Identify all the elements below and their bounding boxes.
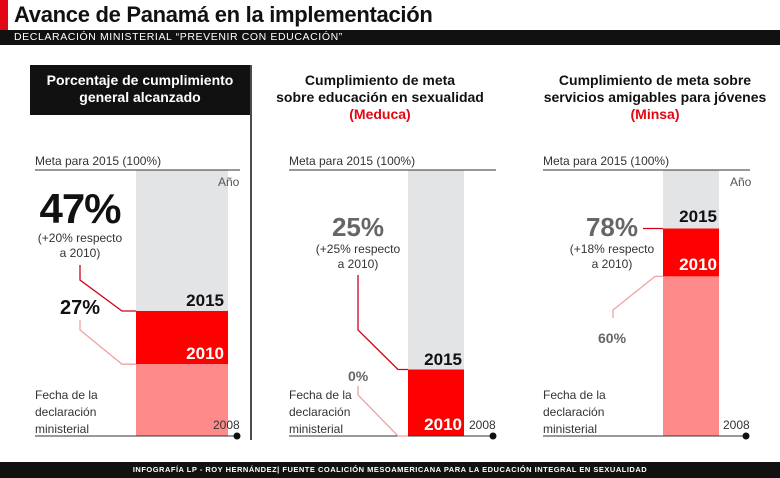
- panel-3-leader-2010: [612, 275, 663, 318]
- panel-1-year-2010: 2010: [186, 344, 224, 363]
- panel-2-axis-end-dot: [489, 432, 497, 440]
- panel-2-year-2010: 2010: [424, 415, 462, 434]
- panel-2-title: Cumplimiento de meta sobre educación en …: [270, 72, 490, 123]
- panel-1-change-line: (+20% respecto: [37, 231, 123, 245]
- page-subtitle: DECLARACIÓN MINISTERIAL “PREVENIR CON ED…: [14, 31, 343, 43]
- panel-1-start-label: Fecha de la declaración ministerial: [35, 387, 98, 438]
- panel-1-title-line: general alcanzado: [79, 89, 201, 105]
- panel-3-start-year: 2008: [723, 418, 750, 432]
- panel-1-change-line: a 2010): [59, 246, 101, 260]
- panel-1-bar-2010: [136, 364, 228, 436]
- panel-2-change-line: (+25% respecto: [315, 242, 401, 256]
- panel-3-change-line: (+18% respecto: [569, 242, 655, 256]
- panel-1-bar-2015-increment: [136, 310, 228, 365]
- page-title: Avance de Panamá en la implementación: [14, 2, 433, 27]
- panel-1-leader-2015: [79, 265, 136, 312]
- panel-3-year-2010: 2010: [679, 255, 717, 274]
- start-label-line: declaración: [35, 405, 97, 419]
- panel-1-axis-end-dot: [233, 432, 241, 440]
- panel-2-value-2010: 0%: [348, 368, 369, 384]
- panel-3-bar-2010: [663, 276, 719, 436]
- panel-2-leader-2015: [357, 275, 408, 371]
- start-label-line: declaración: [289, 405, 351, 419]
- header-red-mark: [0, 0, 8, 30]
- panel-1-title-line: Porcentaje de cumplimiento: [46, 72, 234, 88]
- panel-3-title: Cumplimiento de meta sobre servicios ami…: [535, 72, 775, 123]
- panel-1-value-2015: 47%: [39, 185, 121, 232]
- start-label-line: ministerial: [289, 422, 344, 436]
- panel-3-axis-label: Año: [730, 175, 752, 189]
- panel-1-title: Porcentaje de cumplimiento general alcan…: [30, 65, 250, 115]
- panel-2-title-line: Cumplimiento de meta: [304, 72, 456, 88]
- panel-3-axis-end-dot: [742, 432, 750, 440]
- start-label-line: declaración: [543, 405, 605, 419]
- footer-credit: INFOGRAFÍA LP - ROY HERNÁNDEZ| FUENTE CO…: [132, 465, 648, 474]
- panel-3-change-line: a 2010): [591, 257, 633, 271]
- panel-3-bar-2015-increment: [663, 228, 719, 277]
- start-label-line: Fecha de la: [35, 388, 98, 402]
- panel-2-value-2015: 25%: [331, 212, 385, 242]
- panel-3-title-line: servicios amigables para jóvenes: [543, 89, 767, 105]
- panel-3-title-source: (Minsa): [630, 106, 680, 122]
- start-label-line: Fecha de la: [289, 388, 352, 402]
- panel-3-value-2010: 60%: [598, 330, 627, 346]
- panel-1-value-2010: 27%: [60, 297, 101, 319]
- panel-3-year-2015: 2015: [679, 207, 717, 226]
- panel-2-goal-label: Meta para 2015 (100%): [289, 154, 416, 168]
- panel-3-start-label: Fecha de la declaración ministerial: [543, 387, 606, 438]
- start-label-line: Fecha de la: [543, 388, 606, 402]
- panel-1-year-2015: 2015: [186, 291, 224, 310]
- start-label-line: ministerial: [35, 422, 90, 436]
- panel-2-title-source: (Meduca): [349, 106, 411, 122]
- panel-1-leader-2010: [79, 320, 136, 365]
- panel-3-title-line: Cumplimiento de meta sobre: [558, 72, 752, 88]
- panel-2-leader-2010: [357, 386, 408, 437]
- panel-2-bar-2015-increment: [408, 369, 464, 436]
- panel-1-axis-label: Año: [218, 175, 240, 189]
- panel-1-start-year: 2008: [213, 418, 240, 432]
- panel-2-change-line: a 2010): [337, 257, 379, 271]
- panel-2-year-2015: 2015: [424, 350, 462, 369]
- subtitle-band: [0, 30, 780, 45]
- panel-2-title-line: sobre educación en sexualidad: [276, 89, 484, 105]
- start-label-line: ministerial: [543, 422, 598, 436]
- footer-band: [0, 462, 780, 478]
- panel-3-goal-label: Meta para 2015 (100%): [543, 154, 670, 168]
- panel-3-value-2015: 78%: [585, 212, 639, 242]
- panel-2-start-year: 2008: [469, 418, 496, 432]
- panel-2-start-label: Fecha de la declaración ministerial: [289, 387, 352, 438]
- panel-1-goal-label: Meta para 2015 (100%): [35, 154, 162, 168]
